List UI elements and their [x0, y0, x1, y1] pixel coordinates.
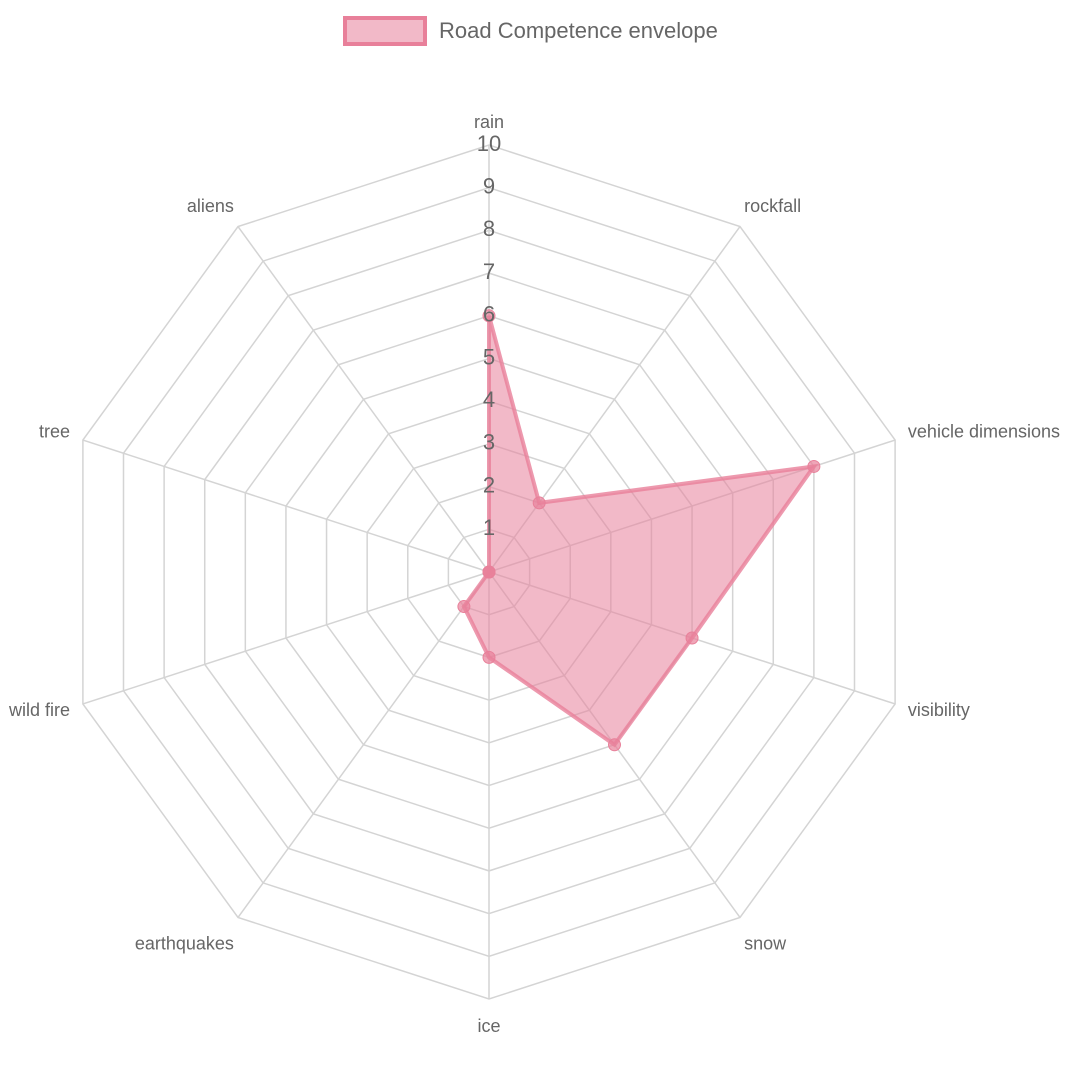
spoke — [82, 571, 490, 705]
category-label: snow — [744, 934, 787, 954]
r-tick-label: 10 — [477, 131, 501, 156]
spoke — [237, 226, 490, 573]
category-label: wild fire — [8, 700, 70, 720]
r-tick-label: 3 — [483, 430, 495, 455]
category-label: ice — [477, 1016, 500, 1036]
data-point — [482, 309, 496, 323]
data-point — [607, 738, 621, 752]
category-label: vehicle dimensions — [908, 421, 1060, 441]
legend-swatch — [343, 16, 427, 46]
data-point — [482, 650, 496, 664]
spoke — [82, 439, 490, 573]
category-label: rain — [474, 112, 504, 132]
data-point — [685, 631, 699, 645]
r-tick-label: 1 — [483, 515, 495, 540]
data-point — [457, 600, 471, 614]
legend-label: Road Competence envelope — [439, 18, 718, 43]
spoke — [237, 571, 490, 918]
category-label: tree — [39, 421, 70, 441]
category-label: visibility — [908, 700, 970, 720]
r-tick-label: 7 — [483, 259, 495, 284]
r-tick-label: 6 — [483, 302, 495, 327]
data-point — [482, 565, 496, 579]
data-point — [807, 459, 821, 473]
data-point — [532, 496, 546, 510]
r-tick-label: 5 — [483, 344, 495, 369]
category-label: earthquakes — [135, 934, 234, 954]
r-tick-label: 8 — [483, 216, 495, 241]
r-tick-label: 2 — [483, 472, 495, 497]
category-label: aliens — [187, 196, 234, 216]
r-tick-label: 4 — [483, 387, 495, 412]
r-tick-label: 9 — [483, 174, 495, 199]
category-label: rockfall — [744, 196, 801, 216]
